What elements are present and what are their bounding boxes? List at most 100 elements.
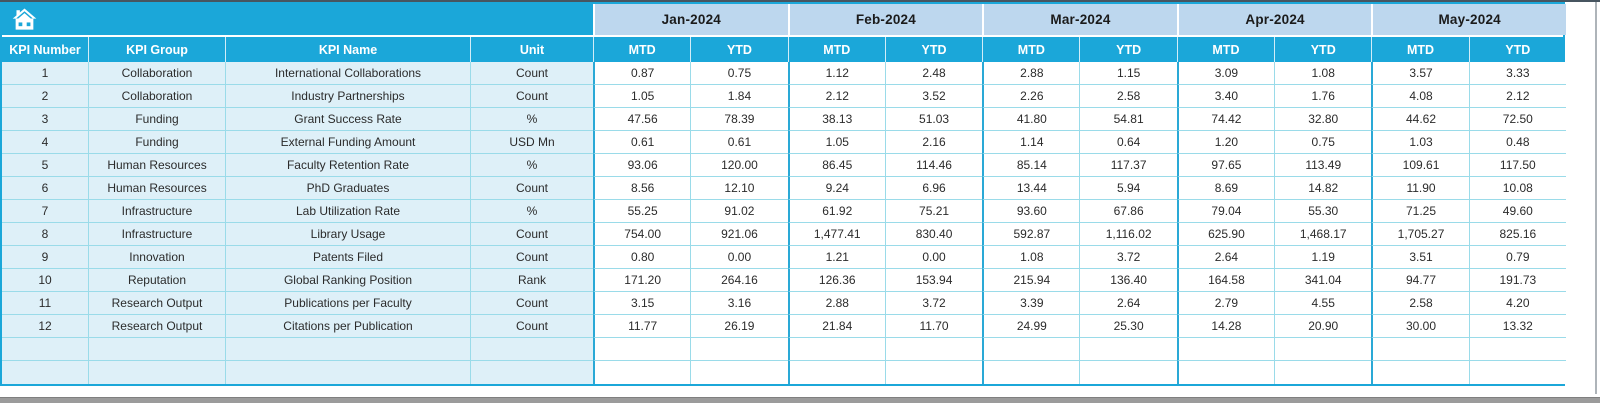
cell-unit: Count (470, 223, 593, 246)
cell-value: 4.08 (1371, 85, 1469, 108)
cell-empty (2, 338, 88, 361)
cell-value: 2.58 (1371, 292, 1469, 315)
month-header-mar-2024: Mar-2024 (982, 4, 1177, 35)
cell-value: 51.03 (884, 108, 983, 131)
cell-kpi-number: 2 (2, 85, 88, 108)
table-row: 7 Infrastructure Lab Utilization Rate% 55.2… (2, 200, 1566, 223)
cell-empty (1176, 338, 1275, 361)
cell-value: 3.16 (690, 292, 788, 315)
cell-value: 13.44 (982, 177, 1080, 200)
cell-kpi-number: 1 (2, 62, 88, 85)
cell-value: 93.06 (593, 154, 691, 177)
cell-value: 1.08 (1274, 62, 1372, 85)
col-header-feb-2024-ytd: YTD (884, 37, 982, 62)
cell-value: 71.25 (1371, 200, 1469, 223)
cell-empty (1176, 361, 1275, 384)
cell-empty (1079, 361, 1177, 384)
cell-value: 3.39 (982, 292, 1080, 315)
cell-kpi-number: 4 (2, 131, 88, 154)
cell-value: 41.80 (982, 108, 1080, 131)
cell-kpi-number: 11 (2, 292, 88, 315)
cell-value: 2.58 (1079, 85, 1177, 108)
cell-value: 91.02 (690, 200, 788, 223)
cell-value: 30.00 (1371, 315, 1469, 338)
cell-empty (982, 361, 1080, 384)
cell-kpi-name: Industry Partnerships (225, 85, 470, 108)
cell-empty (470, 361, 593, 384)
cell-value: 2.12 (1468, 85, 1566, 108)
cell-unit: Count (470, 85, 593, 108)
cell-value: 191.73 (1468, 269, 1566, 292)
cell-value: 75.21 (884, 200, 983, 223)
empty-table-row (2, 338, 1566, 361)
cell-kpi-name: Publications per Faculty (225, 292, 470, 315)
cell-empty (1468, 361, 1566, 384)
cell-empty (593, 338, 691, 361)
col-header-apr-2024-mtd: MTD (1176, 37, 1274, 62)
cell-empty (982, 338, 1080, 361)
cell-value: 754.00 (593, 223, 691, 246)
horizontal-scrollbar[interactable] (0, 397, 1600, 403)
cell-value: 3.72 (1079, 246, 1177, 269)
cell-value: 2.88 (787, 292, 885, 315)
col-header-jan-2024-ytd: YTD (690, 37, 787, 62)
cell-kpi-group: Human Resources (88, 177, 225, 200)
cell-value: 2.48 (884, 62, 983, 85)
cell-value: 10.08 (1468, 177, 1566, 200)
cell-empty (1371, 338, 1469, 361)
month-header-may-2024: May-2024 (1371, 4, 1566, 35)
cell-value: 0.87 (593, 62, 691, 85)
table-row: 9 Innovation Patents Filed Count 0.80 0.00 1.2… (2, 246, 1566, 269)
cell-value: 153.94 (884, 269, 983, 292)
cell-value: 47.56 (593, 108, 691, 131)
cell-empty (225, 338, 470, 361)
cell-kpi-group: Infrastructure (88, 223, 225, 246)
home-cell[interactable] (2, 4, 593, 35)
cell-value: 0.64 (1079, 131, 1177, 154)
table-row: 2 Collaboration Industry Partnerships Count… (2, 85, 1566, 108)
cell-value: 1.19 (1274, 246, 1372, 269)
col-header-apr-2024-ytd: YTD (1274, 37, 1371, 62)
col-header-unit: Unit (470, 37, 593, 62)
cell-value: 54.81 (1079, 108, 1177, 131)
cell-empty (1274, 338, 1372, 361)
table-row: 10 Reputation Global Ranking Position Rank 1… (2, 269, 1566, 292)
cell-value: 61.92 (787, 200, 885, 223)
cell-value: 0.79 (1468, 246, 1566, 269)
cell-value: 2.26 (982, 85, 1080, 108)
cell-value: 3.09 (1176, 62, 1275, 85)
cell-value: 0.00 (690, 246, 788, 269)
col-header-jan-2024-mtd: MTD (593, 37, 690, 62)
cell-unit: Rank (470, 269, 593, 292)
cell-value: 1.84 (690, 85, 788, 108)
cell-value: 341.04 (1274, 269, 1372, 292)
cell-value: 2.64 (1079, 292, 1177, 315)
cell-value: 8.69 (1176, 177, 1275, 200)
cell-value: 78.39 (690, 108, 788, 131)
cell-value: 1.05 (787, 131, 885, 154)
cell-value: 1.08 (982, 246, 1080, 269)
cell-unit: Count (470, 292, 593, 315)
cell-value: 2.88 (982, 62, 1080, 85)
cell-value: 0.48 (1468, 131, 1566, 154)
table-row: 1 Collaboration International Collaboratio… (2, 62, 1566, 85)
cell-unit: Count (470, 177, 593, 200)
cell-empty (690, 361, 788, 384)
cell-value: 3.51 (1371, 246, 1469, 269)
home-icon[interactable] (11, 6, 38, 33)
cell-kpi-group: Infrastructure (88, 200, 225, 223)
month-header-row: Jan-2024 Feb-2024 Mar-2024 Apr-2024 May-2024 (2, 4, 1566, 35)
cell-value: 2.79 (1176, 292, 1275, 315)
cell-kpi-name: Global Ranking Position (225, 269, 470, 292)
cell-value: 921.06 (690, 223, 788, 246)
cell-value: 1,468.17 (1274, 223, 1372, 246)
cell-value: 38.13 (787, 108, 885, 131)
cell-value: 26.19 (690, 315, 788, 338)
month-header-apr-2024: Apr-2024 (1176, 4, 1372, 35)
cell-value: 0.80 (593, 246, 691, 269)
cell-value: 44.62 (1371, 108, 1469, 131)
cell-unit: % (470, 154, 593, 177)
cell-value: 136.40 (1079, 269, 1177, 292)
cell-kpi-group: Funding (88, 131, 225, 154)
cell-value: 592.87 (982, 223, 1080, 246)
